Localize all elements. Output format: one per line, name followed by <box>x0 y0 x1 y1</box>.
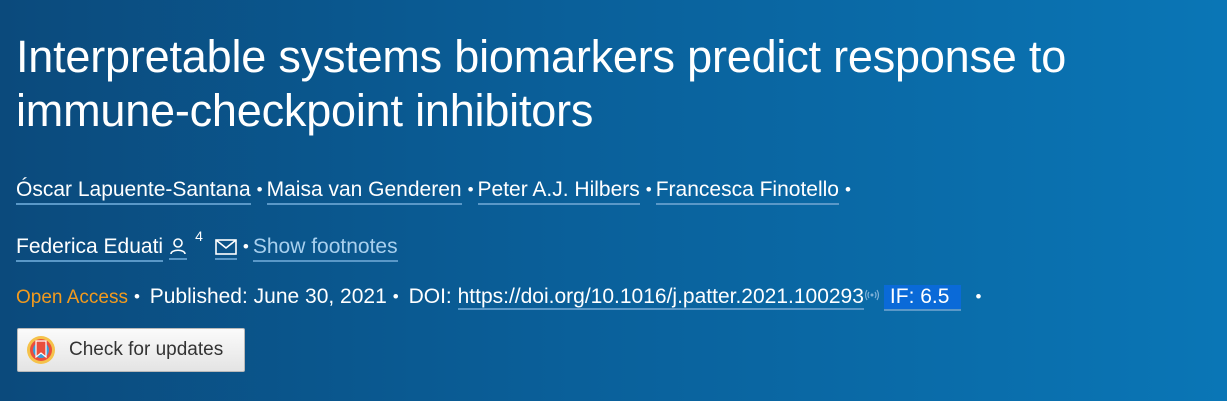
doi-label: DOI: <box>408 285 452 308</box>
crossmark-logo <box>26 335 56 365</box>
author-link[interactable]: Francesca Finotello <box>655 177 839 205</box>
separator: • <box>467 180 474 199</box>
author-list: Óscar Lapuente-Santana • Maisa van Gendere… <box>16 167 1216 270</box>
separator: • <box>133 287 140 306</box>
show-footnotes-link[interactable]: Show footnotes <box>252 234 398 262</box>
author-link[interactable]: Federica Eduati <box>16 234 164 262</box>
mail-icon[interactable] <box>214 239 237 260</box>
signal-icon <box>864 284 880 308</box>
doi-link[interactable]: https://doi.org/10.1016/j.patter.2021.10… <box>457 285 864 310</box>
separator: • <box>392 287 399 306</box>
check-for-updates-button[interactable]: Check for updates <box>17 328 245 372</box>
separator: • <box>975 287 982 306</box>
author-link[interactable]: Peter A.J. Hilbers <box>477 177 640 205</box>
check-for-updates-label: Check for updates <box>69 339 224 360</box>
article-title: Interpretable systems biomarkers predict… <box>16 31 1067 136</box>
separator: • <box>844 180 851 199</box>
separator: • <box>242 237 249 256</box>
separator: • <box>256 180 263 199</box>
impact-factor-badge[interactable]: IF: 6.5 <box>883 285 962 311</box>
article-meta: Open Access • Published: June 30, 2021 • D… <box>16 284 985 311</box>
published-date: Published: June 30, 2021 <box>149 285 387 308</box>
author-link[interactable]: Maisa van Genderen <box>266 177 462 205</box>
author-link[interactable]: Óscar Lapuente-Santana <box>16 177 251 205</box>
affiliation-count[interactable]: 4 <box>195 228 203 244</box>
open-access-label: Open Access <box>16 287 128 308</box>
separator: • <box>645 180 652 199</box>
person-icon[interactable] <box>169 237 188 260</box>
